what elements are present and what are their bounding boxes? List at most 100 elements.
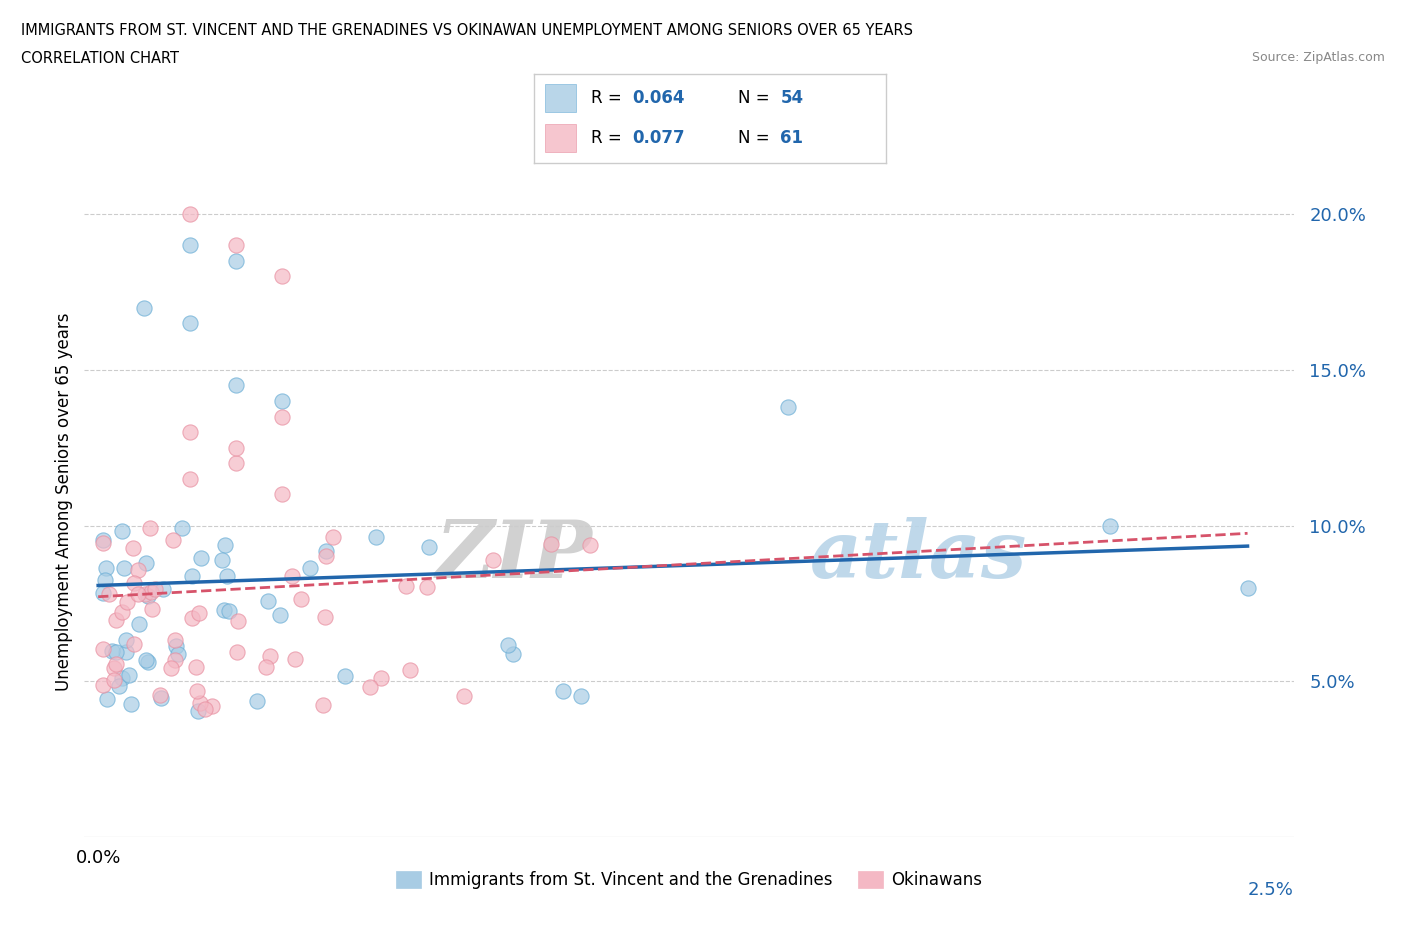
Point xyxy=(187,704,209,719)
Point xyxy=(122,576,145,591)
Point xyxy=(194,702,217,717)
Point xyxy=(108,679,131,694)
Point xyxy=(179,425,201,440)
Point xyxy=(482,552,505,567)
Point xyxy=(212,603,235,618)
Point xyxy=(418,539,440,554)
Point xyxy=(186,659,208,674)
Point xyxy=(190,551,212,565)
Point xyxy=(315,549,337,564)
Point xyxy=(139,584,162,599)
Point xyxy=(143,581,166,596)
Point xyxy=(225,440,247,455)
Point xyxy=(333,669,356,684)
Point xyxy=(271,393,294,408)
Point xyxy=(91,642,114,657)
Text: ZIP: ZIP xyxy=(436,517,592,594)
Point xyxy=(370,671,392,685)
Point xyxy=(254,659,277,674)
Point xyxy=(91,678,114,693)
Point xyxy=(127,563,149,578)
Point xyxy=(150,691,173,706)
Point xyxy=(172,521,194,536)
Point xyxy=(225,253,247,268)
Point xyxy=(112,561,135,576)
Point xyxy=(91,586,114,601)
Point xyxy=(579,538,602,552)
Point xyxy=(201,698,224,713)
Point xyxy=(135,653,157,668)
Point xyxy=(188,606,211,621)
Point xyxy=(540,537,562,551)
Point xyxy=(214,538,236,552)
Point xyxy=(115,632,138,647)
Point xyxy=(127,587,149,602)
Text: Source: ZipAtlas.com: Source: ZipAtlas.com xyxy=(1251,51,1385,64)
Point xyxy=(165,638,187,653)
Point xyxy=(93,573,115,588)
Point xyxy=(299,561,322,576)
Text: CORRELATION CHART: CORRELATION CHART xyxy=(21,51,179,66)
Point xyxy=(103,660,125,675)
Point xyxy=(551,684,574,698)
Point xyxy=(179,315,201,330)
Point xyxy=(246,693,269,708)
Point xyxy=(139,521,162,536)
Point xyxy=(104,657,127,671)
Point xyxy=(104,612,127,627)
Point xyxy=(776,400,799,415)
Point xyxy=(269,608,291,623)
Point xyxy=(314,609,336,624)
Point xyxy=(163,632,186,647)
Point xyxy=(114,644,136,659)
FancyBboxPatch shape xyxy=(544,84,576,113)
Point xyxy=(134,300,156,315)
Point xyxy=(136,589,159,604)
Legend: Immigrants from St. Vincent and the Grenadines, Okinawans: Immigrants from St. Vincent and the Gren… xyxy=(389,864,988,896)
Text: IMMIGRANTS FROM ST. VINCENT AND THE GRENADINES VS OKINAWAN UNEMPLOYMENT AMONG SE: IMMIGRANTS FROM ST. VINCENT AND THE GREN… xyxy=(21,23,912,38)
Text: 54: 54 xyxy=(780,89,803,107)
Point xyxy=(218,604,240,618)
Point xyxy=(453,688,475,703)
Point xyxy=(226,614,249,629)
Point xyxy=(186,684,208,698)
Text: N =: N = xyxy=(738,129,775,147)
Point xyxy=(271,269,294,284)
Point xyxy=(179,472,201,486)
Text: 0.077: 0.077 xyxy=(633,129,685,147)
Point xyxy=(290,591,312,606)
Point xyxy=(364,529,387,544)
Point xyxy=(1098,518,1121,533)
Point xyxy=(122,636,145,651)
Point xyxy=(96,560,118,575)
Point xyxy=(271,487,294,502)
Point xyxy=(257,593,280,608)
Point xyxy=(101,644,124,658)
Point xyxy=(271,409,294,424)
Point xyxy=(152,581,174,596)
Point xyxy=(181,611,204,626)
Point xyxy=(571,688,593,703)
Point xyxy=(181,568,204,583)
Point xyxy=(141,601,163,616)
Point xyxy=(115,594,138,609)
Point xyxy=(165,653,187,668)
Point xyxy=(322,530,344,545)
Point xyxy=(149,687,172,702)
Point xyxy=(179,206,201,221)
Point xyxy=(91,536,114,551)
Point xyxy=(498,638,520,653)
Point xyxy=(91,533,114,548)
Text: atlas: atlas xyxy=(810,517,1028,594)
Point xyxy=(188,696,211,711)
Point xyxy=(225,456,247,471)
Point xyxy=(315,544,337,559)
Point xyxy=(225,645,247,660)
Point xyxy=(284,652,307,667)
FancyBboxPatch shape xyxy=(544,124,576,153)
Point xyxy=(111,604,134,619)
Text: N =: N = xyxy=(738,89,775,107)
Point xyxy=(225,378,247,392)
Point xyxy=(211,552,233,567)
Point xyxy=(1236,580,1258,595)
